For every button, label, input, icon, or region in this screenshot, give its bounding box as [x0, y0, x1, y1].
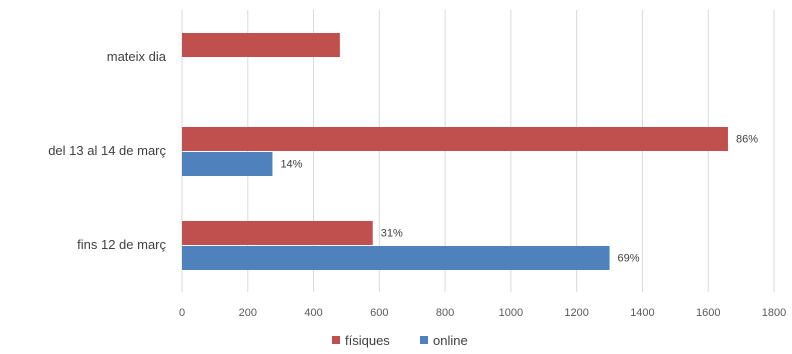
- x-tick-label: 1800: [762, 307, 786, 319]
- x-tick-label: 200: [239, 307, 257, 319]
- legend-label: online: [433, 333, 468, 348]
- x-axis-tick-labels: 0 200 400 600 800 1000 1200 1400 1600 1800: [179, 307, 786, 319]
- bar-físiques: [182, 221, 373, 245]
- x-tick-label: 400: [304, 307, 322, 319]
- bar-físiques: [182, 127, 728, 151]
- legend: físiques online: [332, 333, 468, 348]
- data-label: 69%: [618, 253, 640, 265]
- x-tick-label: 0: [179, 307, 185, 319]
- x-tick-label: 600: [370, 307, 388, 319]
- x-tick-label: 1600: [696, 307, 720, 319]
- bar-online: [182, 246, 610, 270]
- data-label: 31%: [381, 228, 403, 240]
- category-label: fins 12 de març: [77, 237, 166, 252]
- data-label: 14%: [280, 159, 302, 171]
- x-tick-label: 1200: [564, 307, 588, 319]
- legend-swatch: [332, 336, 340, 344]
- bar-online: [182, 152, 273, 176]
- category-labels: mateix dia del 13 al 14 de març fins 12 de…: [48, 49, 167, 252]
- bars: [182, 33, 728, 270]
- x-tick-label: 1400: [630, 307, 654, 319]
- category-label: del 13 al 14 de març: [48, 143, 166, 158]
- category-label: mateix dia: [107, 49, 167, 64]
- x-tick-label: 1000: [499, 307, 523, 319]
- data-label: 86%: [736, 134, 758, 146]
- bar-físiques: [182, 33, 340, 57]
- x-tick-label: 800: [436, 307, 454, 319]
- data-labels: 86% 14% 31% 69%: [280, 134, 758, 265]
- legend-swatch: [420, 336, 428, 344]
- legend-label: físiques: [345, 333, 390, 348]
